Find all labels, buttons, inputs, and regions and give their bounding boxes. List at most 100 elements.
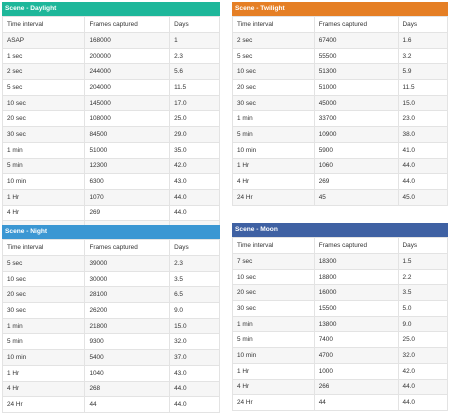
days-cell: 2.3 (169, 47, 220, 65)
time-interval-cell: 1 min (232, 315, 315, 333)
frames-captured-cell: 67400 (313, 32, 399, 49)
col-header-time-interval: Time interval (1, 239, 86, 256)
days-cell: 3.5 (397, 284, 449, 302)
time-interval-cell: 30 sec (1, 126, 86, 143)
time-interval-cell: 4 Hr (232, 173, 315, 190)
table-row: 1 Hr 1040 43.0 (1, 364, 220, 382)
frames-captured-cell: 269 (84, 204, 171, 222)
frames-captured-cell: 266 (313, 378, 399, 396)
time-interval-cell: 20 sec (1, 286, 86, 304)
days-cell: 25.0 (169, 110, 220, 128)
time-interval-cell: 4 Hr (1, 380, 86, 398)
time-interval-cell: 20 sec (232, 79, 315, 96)
time-interval-cell: 5 min (1, 333, 86, 351)
frames-captured-cell: 51000 (84, 141, 171, 159)
table-row: 2 sec 244000 5.6 (1, 63, 220, 81)
days-cell: 1.6 (397, 32, 449, 49)
time-interval-cell: 1 min (1, 317, 86, 335)
frames-captured-cell: 33700 (313, 110, 399, 128)
frames-captured-cell: 15500 (313, 300, 399, 317)
days-cell: 44.0 (397, 173, 449, 190)
frames-captured-cell: 44 (84, 396, 171, 413)
header-row: Time interval Frames captured Days (232, 16, 449, 33)
night-panel: Scene - Night Time interval Frames captu… (1, 225, 220, 413)
frames-captured-cell: 7400 (313, 331, 399, 349)
time-interval-cell: 10 sec (1, 270, 86, 288)
table-row: 1 Hr 1000 42.0 (232, 362, 449, 380)
table-row: 10 min 4700 32.0 (232, 347, 449, 364)
time-interval-cell: 10 sec (1, 94, 86, 112)
moon-title: Scene - Moon (232, 223, 448, 237)
table-row: ASAP 168000 1 (1, 32, 220, 49)
frames-captured-cell: 145000 (84, 94, 171, 112)
table-row: 5 min 9300 32.0 (1, 333, 220, 351)
time-interval-cell: 10 sec (232, 268, 315, 286)
table-row: 30 sec 15500 5.0 (232, 300, 449, 317)
time-interval-cell: 10 min (232, 141, 315, 159)
days-cell: 44.0 (397, 394, 449, 411)
night-title: Scene - Night (2, 225, 220, 239)
time-interval-cell: 30 sec (232, 94, 315, 112)
days-cell: 41.0 (397, 141, 449, 159)
table-row: 4 Hr 269 44.0 (232, 173, 449, 190)
days-cell: 11.5 (169, 79, 220, 96)
frames-captured-cell: 55500 (313, 47, 399, 65)
table-row: 30 sec 84500 29.0 (1, 126, 220, 143)
frames-captured-cell: 30000 (84, 270, 171, 288)
days-cell: 2.2 (397, 268, 449, 286)
frames-captured-cell: 5900 (313, 141, 399, 159)
days-cell: 35.0 (169, 141, 220, 159)
table-row: 10 min 5400 37.0 (1, 349, 220, 366)
frames-captured-cell: 45 (313, 188, 399, 206)
table-row: 20 sec 16000 3.5 (232, 284, 449, 302)
time-interval-cell: 30 sec (1, 302, 86, 319)
days-cell: 42.0 (397, 362, 449, 380)
moon-table: Time interval Frames captured Days 7 sec… (232, 237, 449, 411)
daylight-title: Scene - Daylight (2, 2, 220, 16)
frames-captured-cell: 10900 (313, 126, 399, 143)
frames-captured-cell: 244000 (84, 63, 171, 81)
time-interval-cell: 10 min (232, 347, 315, 364)
frames-captured-cell: 51300 (313, 63, 399, 81)
time-interval-cell: 1 Hr (232, 157, 315, 175)
table-row: 5 min 7400 25.0 (232, 331, 449, 349)
frames-captured-cell: 51000 (313, 79, 399, 96)
moon-panel: Scene - Moon Time interval Frames captur… (232, 223, 449, 411)
days-cell: 5.9 (397, 63, 449, 81)
time-interval-cell: 24 Hr (232, 394, 315, 411)
twilight-table: Time interval Frames captured Days 2 sec… (232, 16, 449, 206)
table-row: 20 sec 108000 25.0 (1, 110, 220, 128)
table-row: 1 min 33700 23.0 (232, 110, 449, 128)
time-interval-cell: 30 sec (232, 300, 315, 317)
time-interval-cell: 1 Hr (1, 188, 86, 206)
frames-captured-cell: 28100 (84, 286, 171, 304)
time-interval-cell: 10 min (1, 349, 86, 366)
days-cell: 17.0 (169, 94, 220, 112)
frames-captured-cell: 268 (84, 380, 171, 398)
frames-captured-cell: 16000 (313, 284, 399, 302)
table-row: 1 min 13800 9.0 (232, 315, 449, 333)
table-row: 2 sec 67400 1.6 (232, 32, 449, 49)
col-header-days: Days (397, 237, 449, 254)
frames-captured-cell: 44 (313, 394, 399, 411)
days-cell: 44.0 (169, 396, 220, 413)
time-interval-cell: 5 min (232, 126, 315, 143)
col-header-time-interval: Time interval (232, 237, 315, 254)
days-cell: 15.0 (169, 317, 220, 335)
days-cell: 5.0 (397, 300, 449, 317)
frames-captured-cell: 1000 (313, 362, 399, 380)
frames-captured-cell: 168000 (84, 32, 171, 49)
time-interval-cell: 20 sec (232, 284, 315, 302)
header-row: Time interval Frames captured Days (1, 239, 220, 256)
twilight-panel: Scene - Twilight Time interval Frames ca… (232, 2, 449, 206)
frames-captured-cell: 39000 (84, 255, 171, 272)
header-row: Time interval Frames captured Days (232, 237, 449, 254)
col-header-frames-captured: Frames captured (313, 16, 399, 33)
days-cell: 44.0 (169, 204, 220, 222)
col-header-frames-captured: Frames captured (313, 237, 399, 254)
time-interval-cell: 24 Hr (1, 396, 86, 413)
frames-captured-cell: 1070 (84, 188, 171, 206)
days-cell: 3.5 (169, 270, 220, 288)
days-cell: 44.0 (169, 380, 220, 398)
